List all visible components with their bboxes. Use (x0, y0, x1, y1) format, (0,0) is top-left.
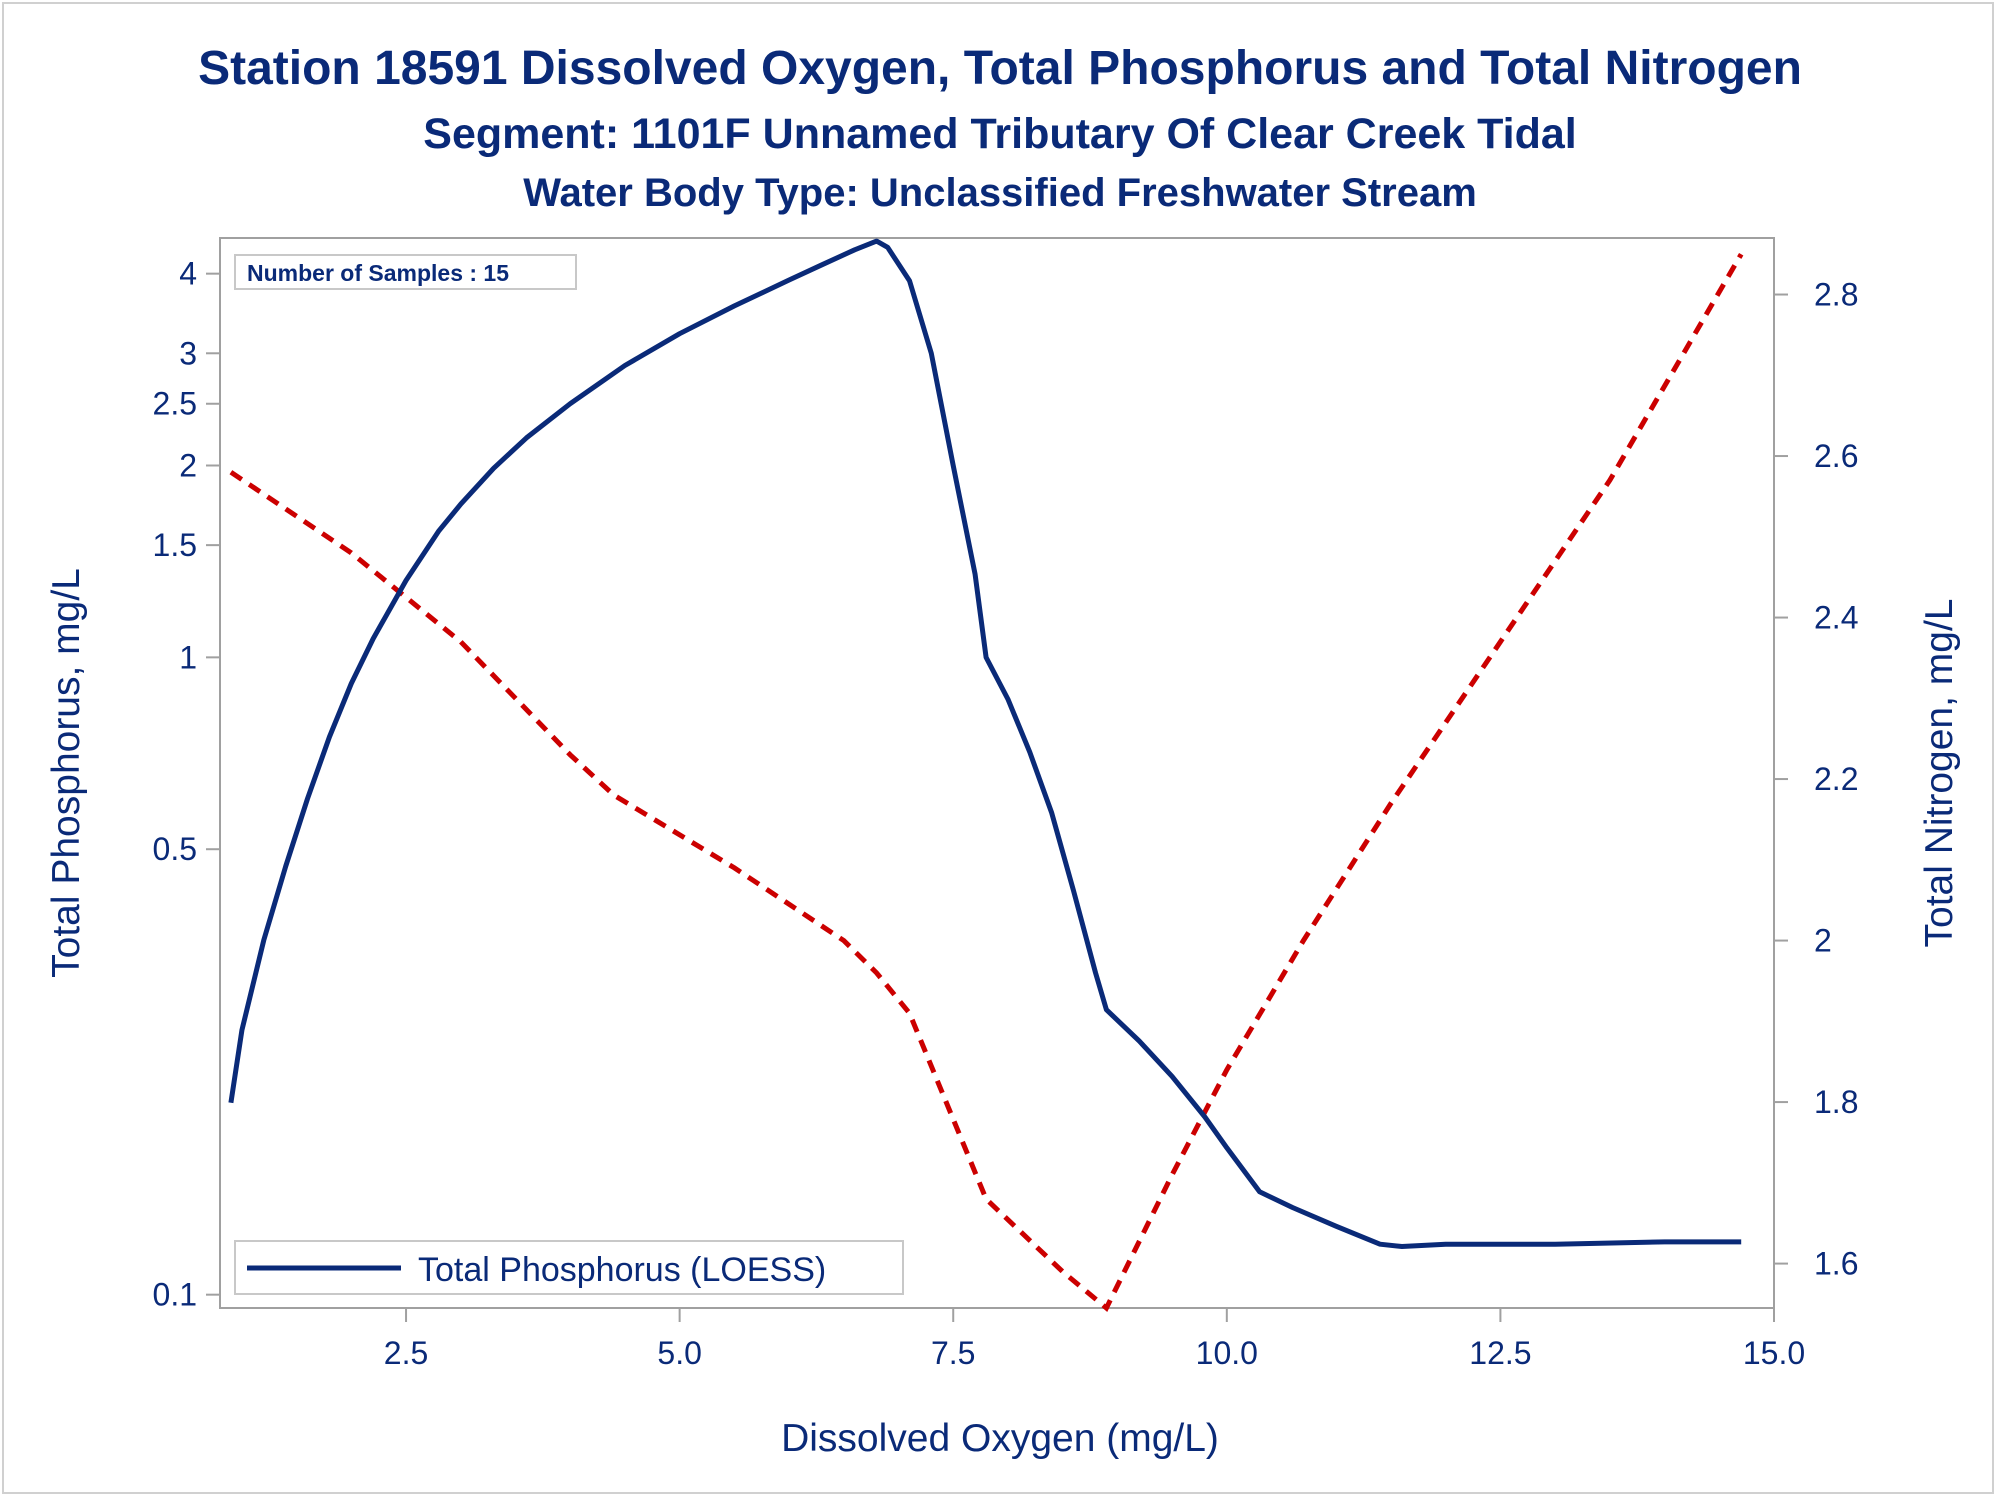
y-axis-left-label: Total Phosphorus, mg/L (45, 568, 88, 978)
y-left-tick-label: 3 (179, 335, 197, 371)
y-left-tick-label: 2.5 (153, 386, 197, 422)
sample-count-box (234, 254, 577, 290)
y-right-tick-label: 2.2 (1814, 761, 1858, 797)
y-left-tick-label: 0.1 (153, 1277, 197, 1313)
y-right-tick-label: 1.6 (1814, 1246, 1858, 1282)
x-tick-label: 2.5 (384, 1335, 428, 1371)
series-line-total-phosphorus (228, 238, 1742, 1249)
y-right-tick-label: 2 (1814, 923, 1832, 959)
x-tick-label: 15.0 (1743, 1335, 1805, 1371)
y-left-tick-label: 1.5 (153, 527, 197, 563)
series-line-total-nitrogen (229, 252, 1744, 1312)
y-axis-right-label: Total Nitrogen, mg/L (1918, 598, 1961, 947)
y-right-tick-label: 1.8 (1814, 1084, 1858, 1120)
chart-subtitle-waterbody: Water Body Type: Unclassified Freshwater… (523, 171, 1477, 215)
legend-label-total-phosphorus: Total Phosphorus (LOESS) (418, 1251, 826, 1289)
y-axis-right: 1.6 1.8 2 2.2 2.4 2.6 2.8 (1774, 277, 1858, 1282)
x-tick-label: 12.5 (1469, 1335, 1531, 1371)
chart-title: Station 18591 Dissolved Oxygen, Total Ph… (198, 42, 1802, 95)
plot-area (219, 237, 1775, 1309)
y-right-tick-label: 2.8 (1814, 277, 1858, 313)
x-tick-label: 10.0 (1196, 1335, 1258, 1371)
y-left-tick-label: 4 (179, 256, 197, 292)
x-tick-label: 7.5 (931, 1335, 975, 1371)
y-axis-left: 0.1 0.5 1 1.5 2 2.5 3 4 (153, 256, 220, 1313)
y-right-tick-label: 2.4 (1814, 600, 1858, 636)
y-left-tick-label: 0.5 (153, 831, 197, 867)
x-axis-label: Dissolved Oxygen (mg/L) (781, 1417, 1219, 1460)
y-right-tick-label: 2.6 (1814, 438, 1858, 474)
x-axis: 2.5 5.0 7.5 10.0 12.5 15.0 (384, 1308, 1805, 1371)
y-left-tick-label: 1 (179, 639, 197, 675)
sample-count-text: Number of Samples : 15 (247, 260, 509, 286)
chart-subtitle-segment: Segment: 1101F Unnamed Tributary Of Clea… (423, 110, 1576, 158)
x-tick-label: 5.0 (657, 1335, 701, 1371)
y-left-tick-label: 2 (179, 448, 197, 484)
